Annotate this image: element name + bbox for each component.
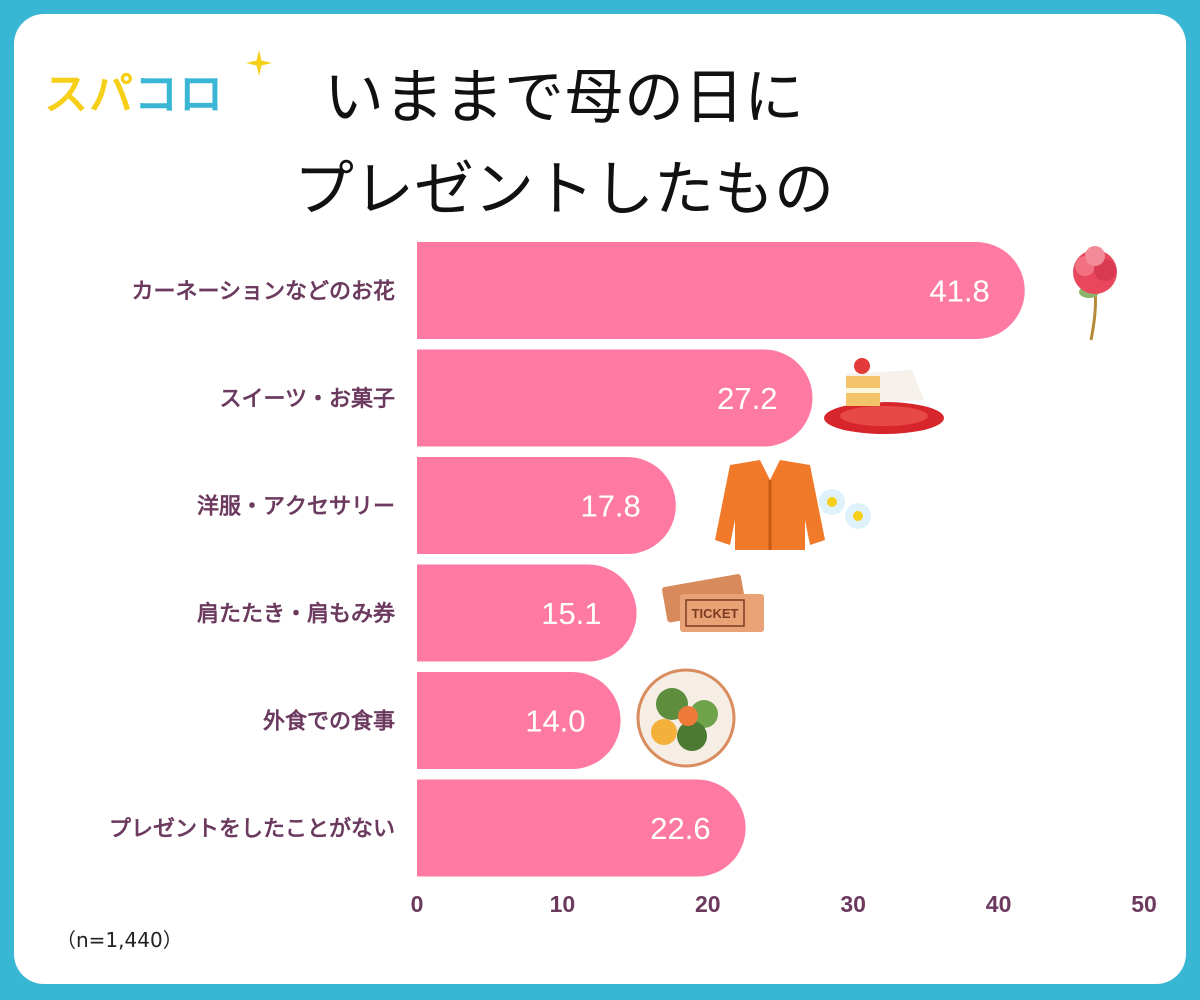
x-tick-label: 20 <box>695 891 721 917</box>
x-tick-label: 10 <box>550 891 576 917</box>
category-label: 洋服・アクセサリー <box>197 494 395 520</box>
bar <box>417 779 746 877</box>
carnation-icon <box>1073 246 1117 341</box>
bar <box>417 672 621 769</box>
x-tick-label: 30 <box>840 891 866 917</box>
category-label: プレゼントをしたことがない <box>109 816 395 842</box>
cake-icon <box>824 358 944 434</box>
category-label: 外食での食事 <box>263 709 395 735</box>
category-label: 肩たたき・肩もみ券 <box>197 601 396 627</box>
data-label: 41.8 <box>929 274 989 309</box>
data-label: 15.1 <box>541 596 601 631</box>
title-line-1: いままで母の日に <box>324 63 804 133</box>
brand-logo: スパコロ <box>44 69 224 120</box>
ticket-icon: TICKET <box>662 574 764 632</box>
x-tick-label: 50 <box>1131 891 1157 917</box>
category-label: スイーツ・お菓子 <box>219 386 395 412</box>
svg-text:TICKET: TICKET <box>692 606 739 621</box>
x-tick-label: 40 <box>986 891 1012 917</box>
salad-plate-icon <box>636 668 736 768</box>
x-tick-label: 0 <box>411 891 424 917</box>
category-label: カーネーションなどのお花 <box>131 279 395 305</box>
bar <box>417 349 813 447</box>
bar <box>417 564 637 662</box>
bar <box>417 242 1025 339</box>
bar <box>417 457 676 554</box>
data-label: 22.6 <box>650 811 710 846</box>
sparkle-icon <box>246 50 272 76</box>
data-label: 27.2 <box>717 381 777 416</box>
title-line-2: プレゼントしたもの <box>294 155 834 225</box>
data-label: 14.0 <box>525 704 585 739</box>
sample-size-note: （n=1,440） <box>56 928 183 952</box>
chart-title: いままで母の日に プレゼントしたもの <box>214 52 914 236</box>
cardigan-icon <box>715 460 871 550</box>
data-label: 17.8 <box>580 489 640 524</box>
